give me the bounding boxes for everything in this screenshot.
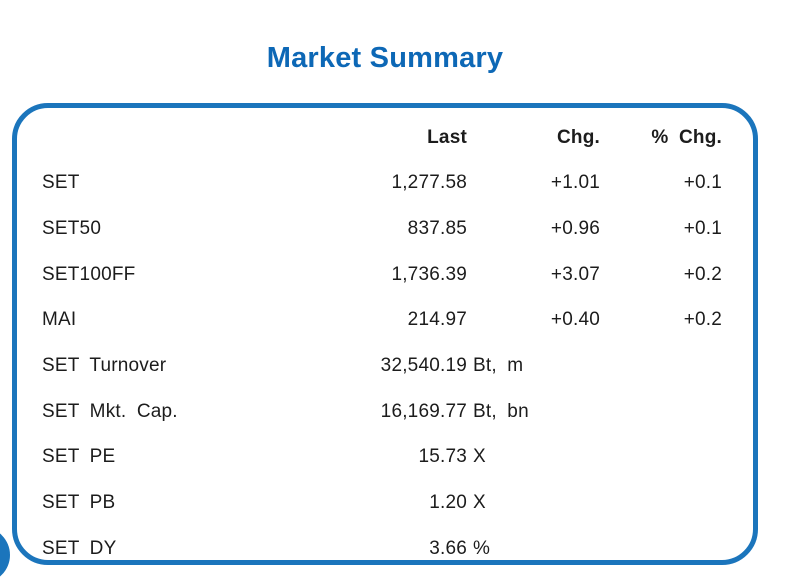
table-row: SET50 837.85 +0.96 +0.1 — [12, 206, 758, 252]
last-value: 32,540.19 — [380, 355, 467, 377]
row-label: SET PE — [42, 446, 116, 468]
table-row: SET 1,277.58 +1.01 +0.1 — [12, 161, 758, 207]
table-row: SET PB 1.20 X — [12, 480, 758, 526]
table-row: SET PE 15.73 X — [12, 434, 758, 480]
last-value: 3.66 — [429, 537, 467, 559]
table-row: SET Mkt. Cap. 16,169.77 Bt, bn — [12, 389, 758, 435]
row-label: SET Turnover — [42, 355, 167, 377]
pct-chg-value: +0.2 — [683, 263, 722, 285]
last-value: 1,736.39 — [391, 263, 467, 285]
header-pct-chg: % Chg. — [651, 126, 722, 148]
table-row: SET Turnover 32,540.19 Bt, m — [12, 343, 758, 389]
unit-value: Bt, bn — [473, 400, 529, 422]
last-value: 1.20 — [429, 491, 467, 513]
page-title: Market Summary — [266, 42, 504, 74]
chg-value: +1.01 — [550, 172, 600, 194]
pct-chg-value: +0.2 — [683, 309, 722, 331]
table-row: SET100FF 1,736.39 +3.07 +0.2 — [12, 252, 758, 298]
row-label: SET100FF — [42, 263, 136, 285]
last-value: 15.73 — [418, 446, 467, 468]
row-label: SET — [42, 172, 80, 194]
table-row: SET DY 3.66 % — [12, 526, 758, 572]
last-value: 837.85 — [407, 218, 467, 240]
unit-value: X — [473, 491, 486, 513]
row-label: SET Mkt. Cap. — [42, 400, 178, 422]
unit-value: Bt, m — [473, 355, 524, 377]
table-row: MAI 214.97 +0.40 +0.2 — [12, 298, 758, 344]
market-summary-table: Last Chg. % Chg. SET 1,277.58 +1.01 +0.1… — [12, 115, 758, 571]
last-value: 16,169.77 — [380, 400, 467, 422]
unit-value: % — [473, 537, 491, 559]
row-label: MAI — [42, 309, 77, 331]
chg-value: +0.40 — [550, 309, 600, 331]
chg-value: +3.07 — [550, 263, 600, 285]
row-label: SET50 — [42, 218, 102, 240]
chg-value: +0.96 — [550, 218, 600, 240]
table-header-row: Last Chg. % Chg. — [12, 115, 758, 161]
decorative-circle — [0, 527, 10, 583]
pct-chg-value: +0.1 — [683, 172, 722, 194]
last-value: 214.97 — [407, 309, 467, 331]
pct-chg-value: +0.1 — [683, 218, 722, 240]
summary-box-border — [12, 103, 758, 565]
row-label: SET DY — [42, 537, 117, 559]
header-chg: Chg. — [556, 126, 600, 148]
header-last: Last — [427, 126, 467, 148]
unit-value: X — [473, 446, 486, 468]
last-value: 1,277.58 — [391, 172, 467, 194]
row-label: SET PB — [42, 491, 116, 513]
